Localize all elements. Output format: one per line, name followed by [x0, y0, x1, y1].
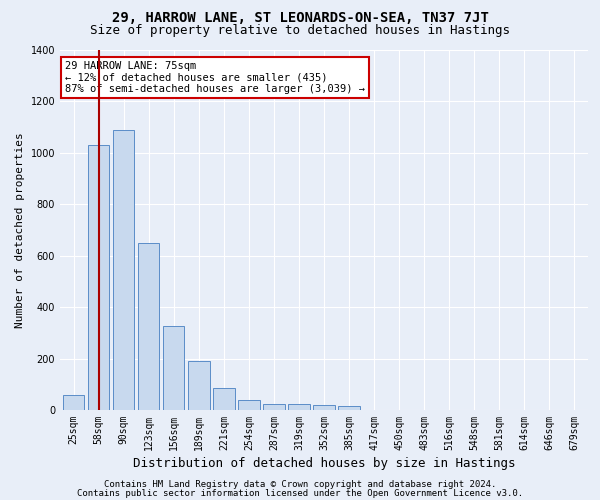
Bar [313, 405, 335, 410]
Bar [63, 394, 85, 410]
Text: 29 HARROW LANE: 75sqm
← 12% of detached houses are smaller (435)
87% of semi-det: 29 HARROW LANE: 75sqm ← 12% of detached … [65, 61, 365, 94]
Bar [338, 406, 359, 410]
Text: Contains public sector information licensed under the Open Government Licence v3: Contains public sector information licen… [77, 489, 523, 498]
Text: 29, HARROW LANE, ST LEONARDS-ON-SEA, TN37 7JT: 29, HARROW LANE, ST LEONARDS-ON-SEA, TN3… [112, 11, 488, 25]
Bar [263, 404, 284, 410]
Y-axis label: Number of detached properties: Number of detached properties [15, 132, 25, 328]
Bar [213, 388, 235, 410]
Bar [238, 400, 260, 410]
Bar [289, 404, 310, 410]
X-axis label: Distribution of detached houses by size in Hastings: Distribution of detached houses by size … [133, 457, 515, 470]
Bar [113, 130, 134, 410]
Bar [138, 243, 160, 410]
Bar [188, 361, 209, 410]
Bar [88, 145, 109, 410]
Bar [163, 326, 184, 410]
Text: Contains HM Land Registry data © Crown copyright and database right 2024.: Contains HM Land Registry data © Crown c… [104, 480, 496, 489]
Text: Size of property relative to detached houses in Hastings: Size of property relative to detached ho… [90, 24, 510, 37]
